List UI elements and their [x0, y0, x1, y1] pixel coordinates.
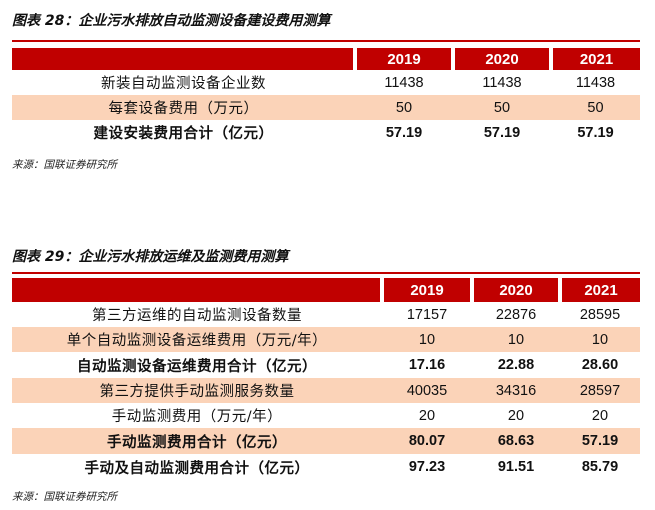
cell-value: 97.23: [408, 459, 446, 475]
row-label: 自动监测设备运维费用合计（亿元）: [77, 358, 317, 375]
table-row: 第三方运维的自动监测设备数量 17157 22876 28595: [12, 302, 640, 327]
table2-header-blank: [12, 278, 382, 302]
row-label: 每套设备费用（万元）: [12, 95, 355, 120]
cell-value: 11438: [575, 74, 616, 91]
cell-value: 11438: [384, 74, 424, 91]
table2-source: 来源：国联证券研究所: [12, 491, 117, 503]
table2-year-header: 2020: [470, 278, 560, 302]
cell-value: 20: [591, 407, 609, 424]
table2-year-header: 2021: [558, 278, 640, 302]
cell-value: 20: [507, 407, 525, 424]
cell-value: 22876: [495, 306, 537, 323]
table-row: 新装自动监测设备企业数 11438 11438 11438: [12, 70, 640, 95]
cell-value: 80.07: [382, 428, 472, 454]
table1-year-header: 2020: [451, 48, 551, 70]
table1-source: 来源：国联证券研究所: [12, 159, 117, 171]
cell-value: 40035: [382, 378, 472, 403]
cell-value: 11438: [482, 74, 522, 91]
row-label: 手动监测费用（万元/年）: [111, 409, 283, 425]
table2-title: 图表 29：企业污水排放运维及监测费用测算: [12, 249, 289, 265]
cell-value: 17157: [406, 306, 448, 323]
cell-value: 68.63: [472, 428, 560, 454]
table1-title: 图表 28：企业污水排放自动监测设备建设费用测算: [12, 13, 331, 29]
cell-value: 28597: [560, 378, 640, 403]
cell-value: 57.19: [577, 124, 614, 141]
cell-value: 85.79: [581, 459, 619, 475]
cell-value: 50: [355, 95, 453, 120]
table1: 2019 2020 2021 新装自动监测设备企业数 11438 11438 1…: [12, 48, 640, 145]
row-label: 单个自动监测设备运维费用（万元/年）: [12, 327, 382, 352]
table-row: 自动监测设备运维费用合计（亿元） 17.16 22.88 28.60: [12, 352, 640, 378]
table-row: 建设安装费用合计（亿元） 57.19 57.19 57.19: [12, 120, 640, 145]
cell-value: 50: [551, 95, 640, 120]
cell-value: 28595: [579, 306, 621, 323]
cell-value: 57.19: [560, 428, 640, 454]
table1-header-blank: [12, 48, 355, 70]
table2-top-rule: [12, 272, 640, 274]
cell-value: 50: [453, 95, 551, 120]
cell-value: 10: [382, 327, 472, 352]
table-row: 第三方提供手动监测服务数量 40035 34316 28597: [12, 378, 640, 403]
table2: 2019 2020 2021 第三方运维的自动监测设备数量 17157 2287…: [12, 278, 640, 480]
table2-header-row: 2019 2020 2021: [12, 278, 640, 302]
row-label: 新装自动监测设备企业数: [101, 76, 266, 92]
row-label: 第三方运维的自动监测设备数量: [92, 308, 302, 324]
cell-value: 57.19: [483, 124, 521, 141]
cell-value: 34316: [472, 378, 560, 403]
cell-value: 10: [472, 327, 560, 352]
cell-value: 28.60: [581, 357, 619, 373]
cell-value: 91.51: [497, 459, 535, 475]
cell-value: 20: [418, 407, 436, 424]
row-label: 手动及自动监测费用合计（亿元）: [84, 460, 310, 477]
table1-top-rule: [12, 40, 640, 42]
table-row: 手动及自动监测费用合计（亿元） 97.23 91.51 85.79: [12, 454, 640, 480]
row-label: 手动监测费用合计（亿元）: [12, 428, 382, 454]
cell-value: 10: [560, 327, 640, 352]
cell-value: 22.88: [497, 357, 535, 373]
table1-year-header: 2021: [549, 48, 640, 70]
table-row: 每套设备费用（万元） 50 50 50: [12, 95, 640, 120]
cell-value: 57.19: [385, 124, 423, 141]
table-row: 单个自动监测设备运维费用（万元/年） 10 10 10: [12, 327, 640, 352]
row-label: 建设安装费用合计（亿元）: [93, 126, 274, 142]
table-row: 手动监测费用（万元/年） 20 20 20: [12, 403, 640, 428]
table-row: 手动监测费用合计（亿元） 80.07 68.63 57.19: [12, 428, 640, 454]
cell-value: 17.16: [408, 357, 446, 373]
table1-year-header: 2019: [353, 48, 453, 70]
table1-header-row: 2019 2020 2021: [12, 48, 640, 70]
table2-year-header: 2019: [380, 278, 472, 302]
row-label: 第三方提供手动监测服务数量: [12, 378, 382, 403]
